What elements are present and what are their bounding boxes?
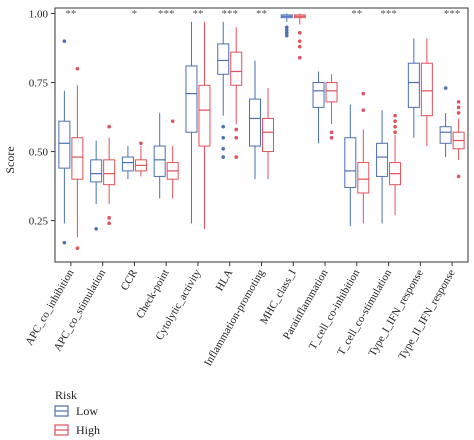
outlier-high-7-2 <box>297 44 302 49</box>
box-low-12 <box>439 126 452 144</box>
plot-frame <box>54 7 469 263</box>
box-low-8 <box>312 82 325 108</box>
box-low-4 <box>185 65 198 133</box>
outlier-high-7-1 <box>297 39 302 43</box>
box-high-11 <box>420 62 433 117</box>
outlier-high-8-0 <box>329 130 334 135</box>
box-low-6 <box>249 98 261 147</box>
outlier-high-12-0 <box>456 100 461 104</box>
significance-label-0: ** <box>65 8 76 20</box>
box-low-3 <box>153 145 166 177</box>
outlier-high-12-3 <box>456 174 461 179</box>
outlier-high-8-1 <box>329 135 334 140</box>
outlier-low-0-0 <box>62 39 67 43</box>
legend-label-high: High <box>76 423 100 437</box>
outlier-high-12-2 <box>456 111 461 115</box>
significance-label-3: *** <box>158 8 175 20</box>
outlier-high-2-0 <box>139 141 143 146</box>
box-low-10 <box>376 142 389 177</box>
box-low-2 <box>121 156 134 172</box>
significance-label-10: *** <box>380 8 397 20</box>
outlier-low-0-1 <box>62 240 67 245</box>
y-axis-title: Score <box>3 146 17 173</box>
outlier-high-10-2 <box>393 124 397 129</box>
x-tick-label-6: Inflammation-promoting <box>202 267 267 368</box>
significance-label-2: * <box>132 8 138 20</box>
outlier-high-7-3 <box>297 55 302 60</box>
outlier-high-1-1 <box>107 216 111 220</box>
outlier-high-1-0 <box>107 124 111 129</box>
significance-label-12: *** <box>444 8 461 20</box>
outlier-high-5-1 <box>234 135 239 140</box>
outlier-low-12-0 <box>443 86 448 90</box>
legend-item-high: High <box>54 423 100 437</box>
legend: Risk Low High <box>54 388 100 437</box>
significance-label-5: *** <box>221 8 238 20</box>
outlier-high-5-2 <box>234 155 239 159</box>
box-low-0 <box>58 120 71 169</box>
outlier-high-1-2 <box>107 221 111 226</box>
legend-label-low: Low <box>76 404 98 418</box>
box-high-0 <box>71 137 84 180</box>
outlier-high-10-1 <box>393 119 397 123</box>
y-tick-label-2: 0.75 <box>29 78 49 90</box>
outlier-high-10-0 <box>393 113 397 118</box>
outlier-low-1-0 <box>94 227 98 231</box>
box-high-5 <box>230 51 243 86</box>
outlier-high-0-0 <box>75 66 80 71</box>
box-high-9 <box>357 162 370 194</box>
outlier-low-7-1 <box>284 28 289 32</box>
box-high-8 <box>325 82 338 103</box>
significance-label-4: ** <box>192 8 203 20</box>
outlier-low-7-2 <box>284 31 289 35</box>
outlier-low-7-0 <box>284 25 289 30</box>
y-tick-label-1: 0.50 <box>29 147 49 159</box>
outlier-low-5-3 <box>221 155 226 159</box>
legend-item-low: Low <box>54 404 98 418</box>
box-low-11 <box>407 62 420 108</box>
outlier-low-5-2 <box>221 147 226 151</box>
y-tick-label-0: 0.25 <box>29 216 49 228</box>
x-tick-label-2: CCR <box>119 267 141 293</box>
significance-label-9: ** <box>351 8 362 20</box>
legend-title: Risk <box>55 388 77 402</box>
outlier-high-12-1 <box>456 105 461 110</box>
outlier-high-10-3 <box>393 130 397 135</box>
box-high-1 <box>103 159 116 186</box>
outlier-low-5-0 <box>221 124 226 129</box>
significance-label-6: ** <box>256 8 267 20</box>
plot-area: 0.250.500.751.00APC_co_inhibition**APC_c… <box>23 7 469 368</box>
outlier-low-7-3 <box>284 33 289 38</box>
box-low-1 <box>90 159 103 183</box>
outlier-high-9-0 <box>361 91 366 96</box>
outlier-high-0-1 <box>75 246 80 250</box>
outlier-high-7-0 <box>297 31 302 35</box>
x-tick-label-5: HLA <box>214 267 236 293</box>
box-low-5 <box>217 43 230 75</box>
outlier-low-5-1 <box>221 135 226 140</box>
y-tick-label-3: 1.00 <box>29 9 49 21</box>
box-high-4 <box>198 84 211 147</box>
outlier-high-9-1 <box>361 108 366 112</box>
box-low-9 <box>344 137 357 188</box>
outlier-high-5-0 <box>234 127 239 132</box>
outlier-high-3-0 <box>170 119 175 123</box>
box-high-6 <box>262 117 274 153</box>
x-tick-label-12: Type_II_IFN_response <box>396 267 457 361</box>
